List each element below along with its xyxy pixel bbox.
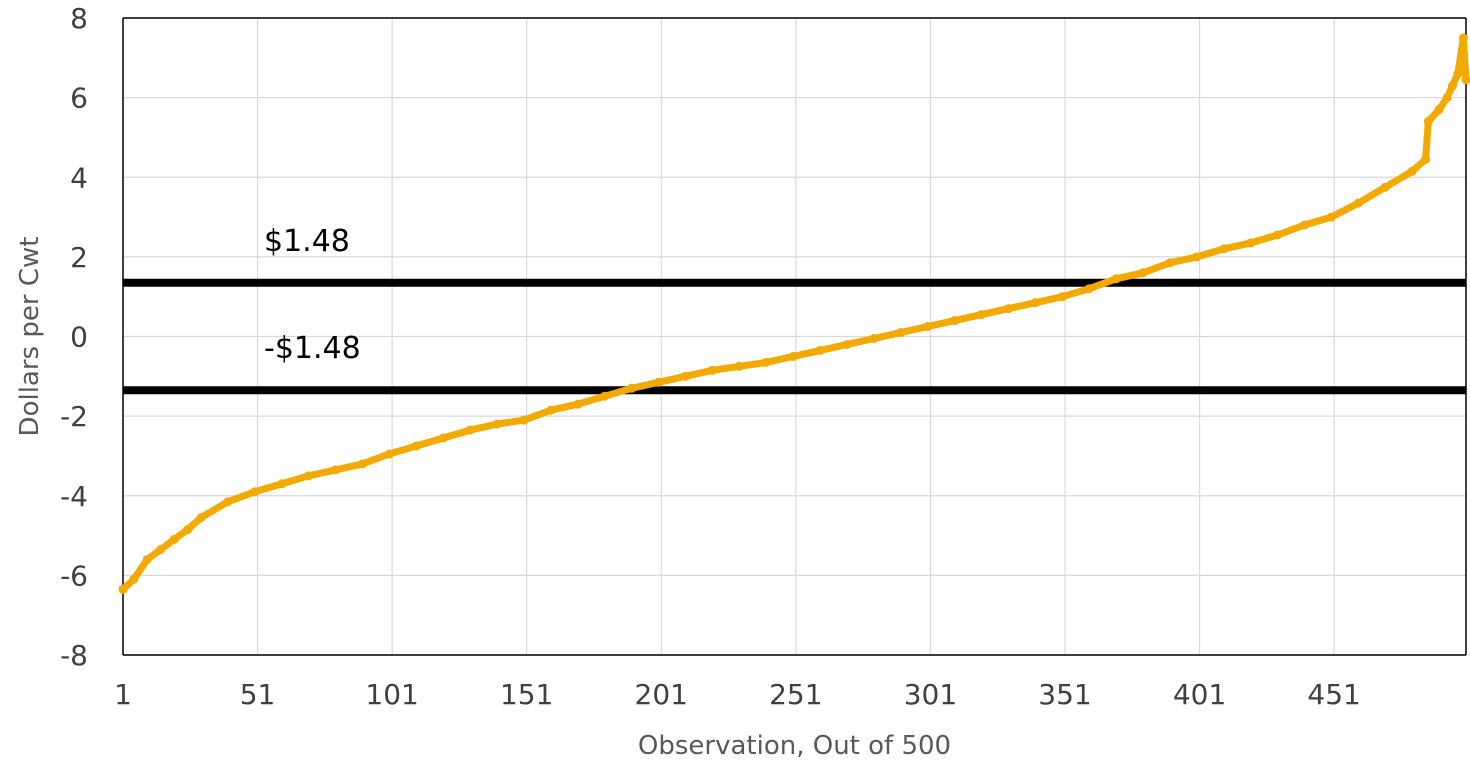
data-point [789,352,798,361]
y-axis-title: Dollars per Cwt [15,237,45,437]
data-point [1435,105,1444,114]
y-tick-label: 4 [70,161,88,194]
y-tick-label: -6 [60,559,88,592]
data-point [573,400,582,409]
x-tick-label: 151 [500,678,553,711]
data-point [277,479,286,488]
data-point [250,487,259,496]
data-point [156,545,165,554]
data-point [197,513,206,522]
data-point [627,384,636,393]
data-point [923,322,932,331]
series-line [123,38,1466,589]
data-point [1448,81,1457,90]
x-axis-title: Observation, Out of 500 [638,731,951,761]
y-tick-label: 0 [70,321,88,354]
reference-lines: $1.48 -$1.48 [123,224,1466,390]
x-tick-label: 1 [114,678,132,711]
x-tick-label: 301 [904,678,957,711]
data-point [143,555,152,564]
data-point [1443,93,1452,102]
data-point [896,328,905,337]
x-tick-label: 201 [635,678,688,711]
data-point [1327,213,1336,222]
reference-line-label: $1.48 [264,224,350,259]
data-point [1300,221,1309,230]
data-point [546,406,555,415]
data-point [1273,230,1282,239]
data-point [708,366,717,375]
data-point [385,449,394,458]
data-point [1004,304,1013,313]
data-point [681,372,690,381]
x-tick-label: 401 [1173,678,1226,711]
data-point [1354,199,1363,208]
data-point [816,346,825,355]
data-point [1058,292,1067,301]
data-point [950,316,959,325]
data-point [304,471,313,480]
data-point [412,441,421,450]
data-point [842,340,851,349]
x-tick-label: 451 [1307,678,1360,711]
y-tick-label: 2 [70,241,88,274]
data-point [654,378,663,387]
data-point [1165,258,1174,267]
data-point [439,434,448,443]
x-tick-label: 251 [769,678,822,711]
data-point [119,585,128,594]
y-tick-label: -4 [60,480,88,513]
data-point [1219,244,1228,253]
data-point [1112,274,1121,283]
data-point [1453,69,1462,78]
data-point [762,358,771,367]
data-point [170,535,179,544]
data-point [1424,117,1433,126]
data-point [1031,298,1040,307]
data-point [331,465,340,474]
data-point [977,310,986,319]
data-point [1139,268,1148,277]
x-tick-label: 51 [240,678,276,711]
series-layer [119,33,1470,593]
data-point [1381,183,1390,192]
data-point [1421,155,1430,164]
data-point [520,416,529,425]
data-point [183,525,192,534]
x-tick-label: 351 [1038,678,1091,711]
data-point [869,334,878,343]
x-tick-label: 101 [365,678,418,711]
data-point [223,497,232,506]
y-tick-label: 6 [70,82,88,115]
data-point [1408,167,1417,176]
reference-line-label: -$1.48 [264,331,361,366]
y-tick-label: -8 [60,639,88,672]
data-point [1246,238,1255,247]
y-tick-label: 8 [70,2,88,35]
data-point [600,392,609,401]
data-point [466,426,475,435]
data-point [1192,252,1201,261]
data-point [358,459,367,468]
data-point [129,575,138,584]
data-point [735,362,744,371]
data-point [493,420,502,429]
data-point [1085,284,1094,293]
data-point [1459,33,1468,42]
y-tick-label: -2 [60,400,88,433]
